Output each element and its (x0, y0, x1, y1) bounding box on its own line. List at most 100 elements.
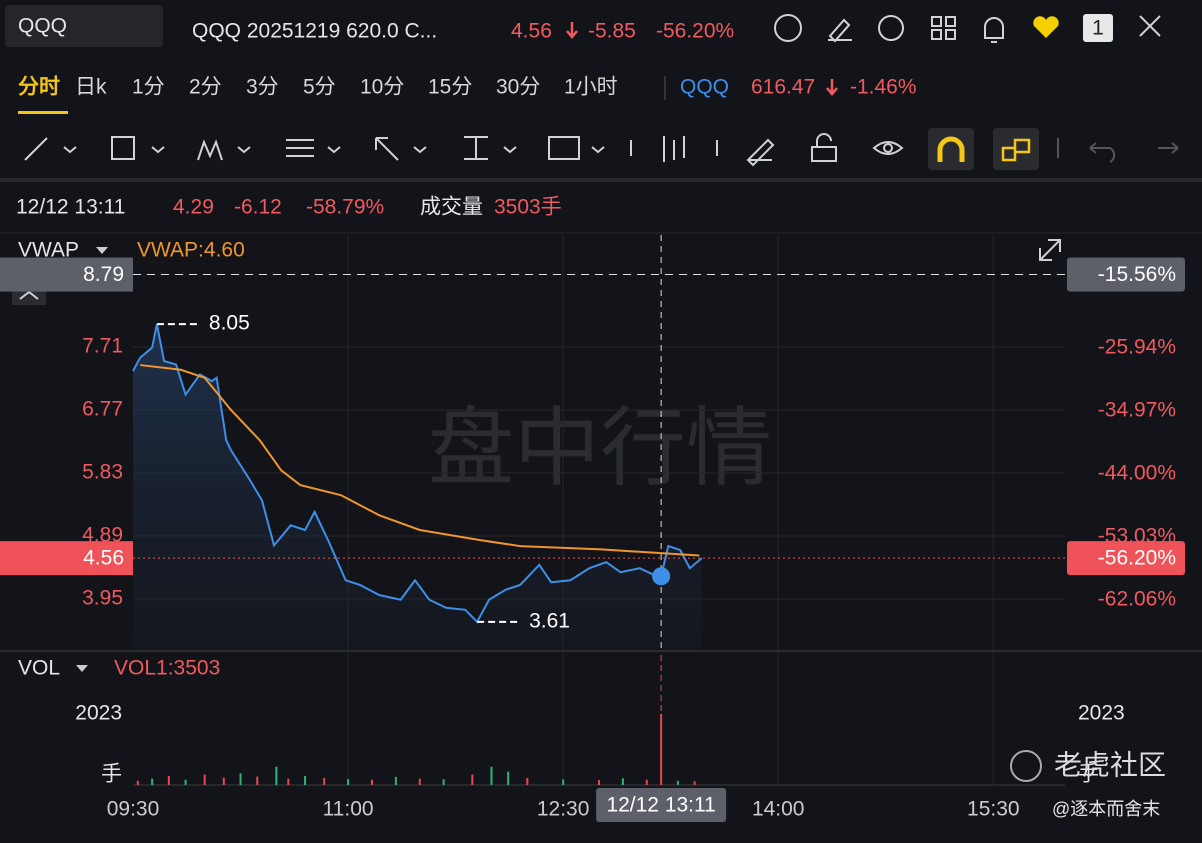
volume-bar (562, 779, 565, 785)
price-box (0, 257, 133, 292)
header-change: -5.85 (588, 20, 636, 43)
undo-redo[interactable] (1057, 138, 1179, 163)
underlying-price: 616.47 (751, 76, 815, 99)
volume-bar (442, 779, 445, 785)
grid-icon[interactable] (931, 16, 942, 27)
arrow-tool[interactable] (375, 137, 427, 161)
dropdown[interactable] (151, 146, 165, 154)
y-tick-label: 3.95 (82, 587, 123, 610)
tab[interactable]: 10分 (360, 76, 404, 99)
price-line (132, 323, 703, 624)
lock-shackle (816, 133, 832, 147)
volume-bar (526, 777, 529, 785)
volume-unit: 手 (1078, 763, 1099, 786)
watermark: 盘中行情 (428, 401, 772, 497)
draw-tool[interactable] (746, 138, 775, 167)
volume-bar (347, 779, 350, 785)
crosshair-label-box (596, 788, 727, 822)
indicator-value: VWAP:4.60 (137, 239, 245, 262)
volume-bar (323, 777, 326, 785)
info-price: 4.29 (173, 196, 214, 219)
lock-tool[interactable] (811, 146, 837, 162)
tab[interactable]: 1分 (132, 76, 165, 99)
price-area (133, 324, 702, 650)
info-volume-label: 成交量 (420, 196, 483, 219)
pct-tick-label: -25.94% (1098, 336, 1176, 359)
volume-bar (203, 774, 206, 785)
eye-tool[interactable] (872, 141, 904, 155)
tab[interactable]: 5分 (303, 76, 336, 99)
dropdown[interactable] (76, 665, 88, 672)
toolbar (24, 133, 1179, 167)
pattern-tool[interactable] (197, 139, 251, 161)
volume-bar (676, 780, 679, 785)
last-pct: -56.20% (1098, 547, 1176, 570)
volume-bar (184, 779, 187, 785)
candle-tool[interactable] (630, 136, 718, 162)
pct-tick-label: -34.97% (1098, 399, 1176, 422)
grid-icon[interactable] (931, 29, 942, 40)
underlying-symbol[interactable]: QQQ (680, 76, 729, 99)
y-tick-label: 4.89 (82, 524, 123, 547)
x-tick-label: 12:30 (537, 798, 590, 821)
tab[interactable]: 3分 (246, 76, 279, 99)
x-tick-label: 09:30 (107, 798, 160, 821)
volume-bar (256, 776, 259, 785)
fib-tool[interactable] (286, 139, 341, 157)
rect-tool[interactable] (111, 136, 135, 160)
dropdown[interactable] (96, 247, 108, 254)
volume-bar (598, 780, 600, 785)
high-label: 8.05 (209, 312, 250, 335)
close-icon[interactable] (1139, 15, 1161, 37)
eye-pupil (883, 143, 893, 153)
crosshair-dot (652, 567, 671, 586)
badge-text[interactable]: 1 (1092, 17, 1104, 40)
edit-icon[interactable] (828, 18, 852, 43)
tab[interactable]: 1小时 (564, 76, 618, 99)
volume-bar (621, 778, 624, 785)
pct-tick-label: -62.06% (1098, 588, 1176, 611)
tab[interactable]: 30分 (496, 76, 540, 99)
pct-tick-label: -44.00% (1098, 462, 1176, 485)
collapse-icon (19, 290, 39, 300)
y-tick-label: 6.77 (82, 398, 123, 421)
search-box[interactable] (5, 5, 163, 47)
volume-bar (394, 776, 397, 785)
tab[interactable]: 日k (75, 76, 107, 99)
favorite-icon[interactable] (1033, 16, 1059, 38)
expand-icon[interactable] (1039, 239, 1061, 261)
measure-tool[interactable] (464, 136, 517, 160)
top-pct: -15.56% (1098, 263, 1176, 286)
x-tick-label: 15:30 (967, 798, 1020, 821)
dropdown[interactable] (591, 146, 605, 154)
magnet-tool[interactable] (928, 128, 974, 170)
brand-logo (1010, 750, 1042, 782)
gauge-icon[interactable] (774, 14, 802, 42)
text-tool[interactable] (548, 136, 580, 160)
pct-box (1067, 257, 1185, 292)
x-tick-label: 14:00 (752, 798, 805, 821)
settings-icon[interactable] (878, 15, 904, 41)
volume-label[interactable]: VOL (18, 657, 60, 680)
y-tick-label: 7.71 (82, 335, 123, 358)
bell-icon[interactable] (984, 17, 1004, 43)
down-arrow (566, 22, 578, 39)
tab[interactable]: 15分 (428, 76, 472, 99)
header-icons (774, 14, 1161, 43)
badge[interactable] (1083, 14, 1113, 42)
search-text[interactable]: QQQ (18, 15, 67, 38)
grid-icon[interactable] (945, 29, 956, 40)
indicator-name[interactable]: VWAP (18, 239, 79, 262)
volume-axis-label: 2023 (1078, 702, 1125, 725)
tab[interactable]: 分时 (18, 76, 60, 99)
grid-icon[interactable] (945, 16, 956, 27)
last-pct-box (1067, 541, 1185, 576)
x-tick-label: 11:00 (323, 798, 374, 821)
line-tool[interactable] (24, 137, 77, 161)
info-time: 12/12 13:11 (16, 196, 125, 219)
volume-bar (287, 778, 290, 785)
author: @逐本而舍末 (1052, 799, 1160, 819)
tab[interactable]: 2分 (189, 76, 222, 99)
